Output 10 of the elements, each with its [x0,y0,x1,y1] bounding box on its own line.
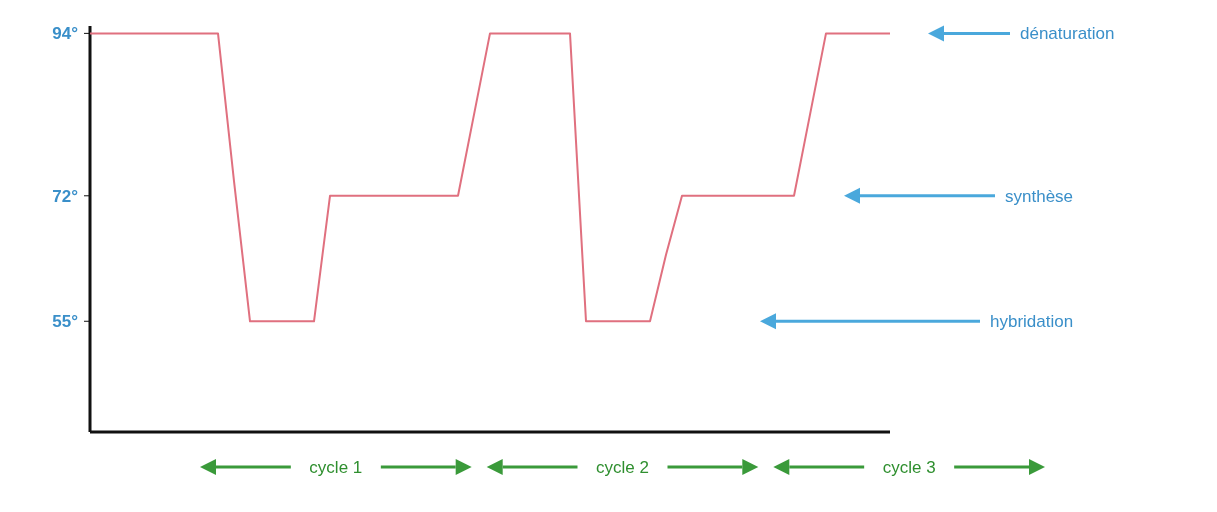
y-tick-label: 94° [52,24,79,44]
text: cycle 2 [596,457,649,477]
text: hybridation [990,312,1074,332]
y-tick-label: 55° [52,312,79,332]
text: cycle 3 [882,457,936,477]
y-tick-label: 72° [52,186,79,206]
text: synthèse [1005,186,1074,206]
line-series [89,32,891,323]
text: cycle 1 [309,457,363,477]
text: dénaturation [1020,24,1115,44]
